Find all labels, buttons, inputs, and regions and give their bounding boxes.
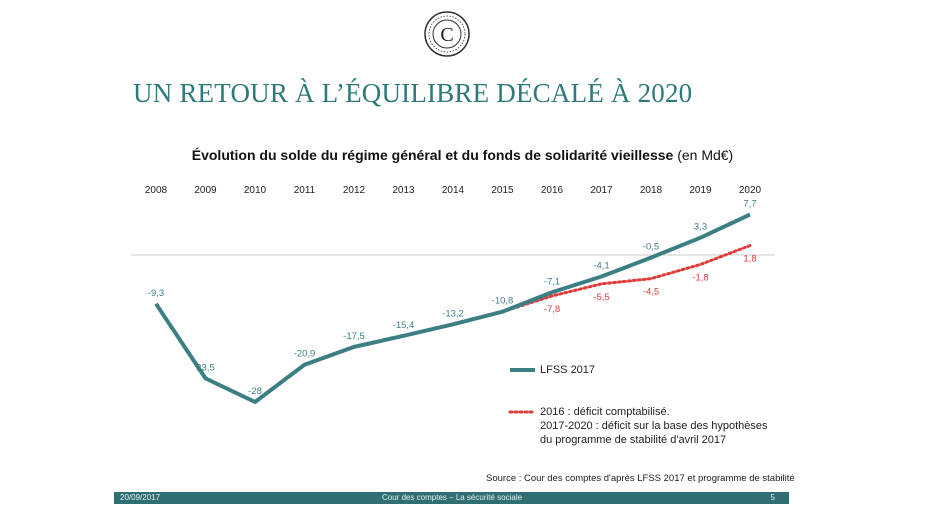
slide-title: UN RETOUR À L’ÉQUILIBRE DÉCALÉ À 2020 xyxy=(133,78,693,108)
data-label-stability: 1,8 xyxy=(743,254,756,265)
chart-title-main: Évolution du solde du régime général et … xyxy=(191,147,674,163)
data-label-lfss: -20,9 xyxy=(294,349,316,360)
x-tick-label: 2015 xyxy=(491,185,514,196)
data-label-lfss: -7,1 xyxy=(544,276,560,287)
x-tick-label: 2008 xyxy=(145,185,168,196)
data-label-lfss: 7,7 xyxy=(743,199,756,210)
x-tick-label: 2014 xyxy=(442,185,465,196)
footer-bar: 20/09/2017 Cour des comptes – La sécurit… xyxy=(114,492,789,504)
x-tick-label: 2013 xyxy=(392,185,415,196)
data-label-lfss: -15,4 xyxy=(393,320,415,331)
footer-center: Cour des comptes – La sécurité sociale xyxy=(382,493,523,502)
data-label-stability: -5,5 xyxy=(593,292,609,303)
logo-letter: C xyxy=(440,24,453,46)
data-label-stability: -7,8 xyxy=(544,304,560,315)
chart-title: Évolution du solde du régime général et … xyxy=(0,147,925,163)
legend-dotted-line2: 2017-2020 : déficit sur la base des hypo… xyxy=(540,420,768,432)
chart-title-unit: (en Md€) xyxy=(677,147,734,163)
data-label-stability: -4,5 xyxy=(643,287,659,298)
x-tick-label: 2017 xyxy=(590,185,613,196)
data-label-lfss: -28 xyxy=(248,386,262,397)
x-tick-label: 2009 xyxy=(194,185,217,196)
x-tick-label: 2016 xyxy=(541,185,564,196)
x-tick-label: 2019 xyxy=(689,185,712,196)
series-line-lfss-2017 xyxy=(154,212,751,404)
legend-dotted-line1: 2016 : déficit comptabilisé. xyxy=(540,406,670,418)
footer-page: 5 xyxy=(770,493,775,502)
cour-des-comptes-logo: C xyxy=(424,11,470,57)
x-tick-label: 2012 xyxy=(343,185,366,196)
data-label-lfss: -0,5 xyxy=(643,242,659,253)
data-label-lfss: -10,8 xyxy=(492,296,514,307)
x-tick-label: 2010 xyxy=(244,185,267,196)
legend-dotted-line3: du programme de stabilité d'avril 2017 xyxy=(540,434,727,446)
data-label-lfss: 23,5 xyxy=(196,362,215,373)
series-line-stability-program xyxy=(501,244,752,314)
data-label-lfss: 3,3 xyxy=(694,222,707,233)
legend-solid-label: LFSS 2017 xyxy=(540,364,596,376)
data-label-lfss: -9,3 xyxy=(148,288,164,299)
data-label-lfss: -4,1 xyxy=(593,261,609,272)
data-label-lfss: -17,5 xyxy=(343,331,365,342)
x-tick-label: 2020 xyxy=(739,185,762,196)
x-tick-label: 2018 xyxy=(640,185,663,196)
data-label-lfss: -13,2 xyxy=(442,308,464,319)
source-note: Source : Cour des comptes d'après LFSS 2… xyxy=(486,473,795,484)
data-label-stability: -1,8 xyxy=(692,272,708,283)
footer-date: 20/09/2017 xyxy=(120,493,161,502)
x-tick-label: 2011 xyxy=(294,185,316,196)
